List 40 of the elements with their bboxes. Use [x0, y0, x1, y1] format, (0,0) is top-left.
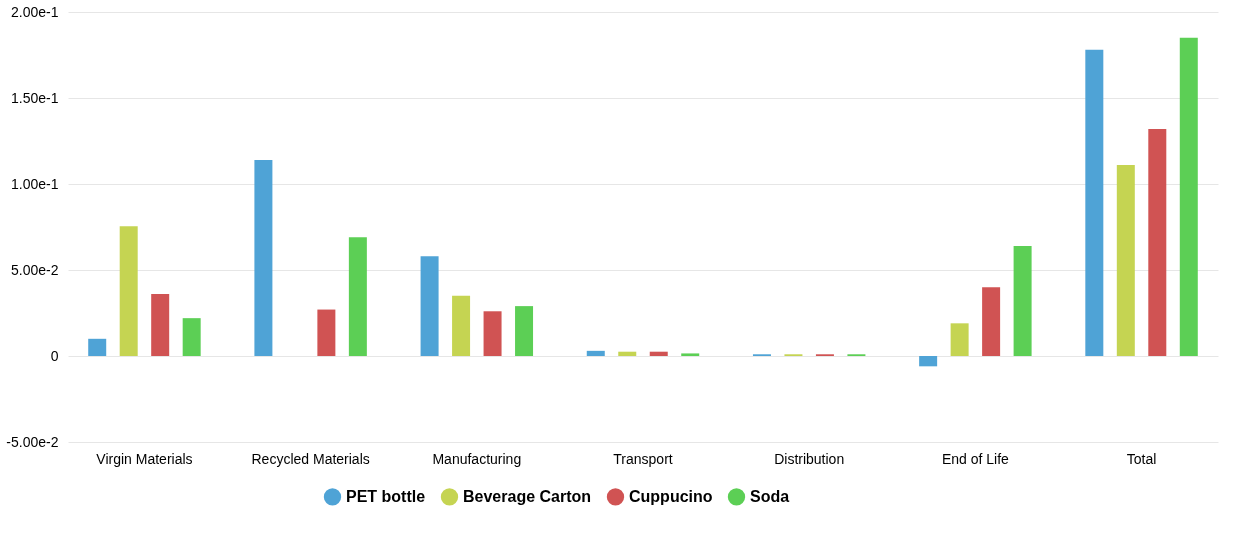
bar	[649, 351, 668, 356]
bar	[982, 287, 1001, 356]
x-tick-label: Manufacturing	[432, 450, 522, 467]
legend-label: Cuppucino	[629, 487, 713, 505]
x-tick-label: Distribution	[774, 450, 845, 467]
x-tick-label: Transport	[613, 450, 673, 467]
bar	[119, 226, 138, 356]
bar	[1085, 49, 1104, 356]
y-tick-label: -5.00e-2	[6, 433, 59, 450]
x-tick-label: Total	[1126, 450, 1157, 467]
bar	[919, 356, 938, 367]
x-tick-label: Recycled Materials	[251, 450, 370, 467]
bar	[618, 351, 637, 356]
bar	[1179, 37, 1198, 356]
bar	[950, 323, 969, 356]
legend-label: Beverage Carton	[463, 487, 592, 505]
legend-label: PET bottle	[346, 487, 426, 505]
bar	[1013, 245, 1032, 356]
x-tick-label: End of Life	[941, 450, 1010, 467]
bar	[1148, 128, 1167, 356]
y-tick-label: 1.00e-1	[11, 175, 59, 192]
bar	[317, 309, 336, 356]
bar	[420, 256, 439, 356]
bar	[586, 350, 605, 356]
x-tick-label: Virgin Materials	[96, 450, 193, 467]
legend-label: Soda	[750, 487, 790, 505]
y-tick-label: 5.00e-2	[11, 261, 59, 278]
bar	[515, 306, 534, 356]
bar	[88, 338, 107, 356]
bar	[182, 318, 201, 356]
bar	[681, 353, 700, 356]
y-tick-label: 1.50e-1	[11, 89, 59, 106]
bar	[452, 295, 471, 356]
bar	[348, 237, 367, 356]
bar	[483, 311, 502, 356]
bar	[1116, 165, 1135, 356]
y-tick-label: 0	[50, 347, 59, 364]
bar	[254, 159, 273, 356]
y-tick-label: 2.00e-1	[11, 3, 59, 20]
bar	[151, 294, 170, 356]
